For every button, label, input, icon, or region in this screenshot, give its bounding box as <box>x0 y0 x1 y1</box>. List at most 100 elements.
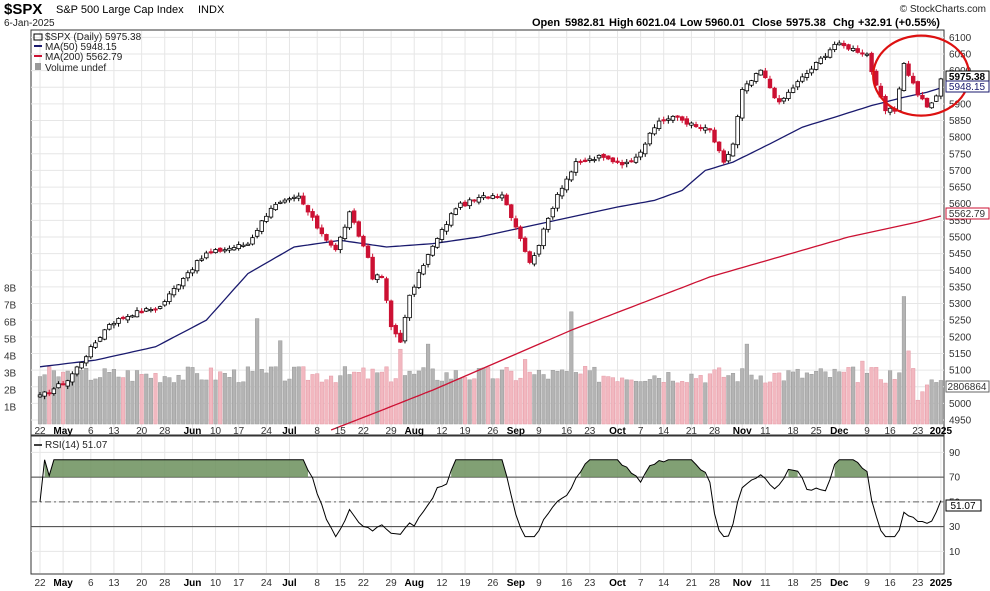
volume-bar <box>361 367 366 425</box>
x-tick-label: 16 <box>561 578 573 589</box>
volume-bar <box>292 366 297 425</box>
volume-bar <box>606 376 611 425</box>
volume-bar <box>555 371 560 425</box>
volume-bar <box>717 367 722 425</box>
chg-value: +32.91 (+0.55%) <box>858 17 940 29</box>
volume-bar <box>647 379 652 425</box>
candle-body <box>365 245 371 258</box>
candle-body <box>384 278 389 301</box>
candle-body <box>684 118 689 125</box>
candle-body <box>412 286 417 295</box>
volume-bar <box>472 378 477 425</box>
candle-body <box>698 127 703 130</box>
volume-bar <box>453 370 458 425</box>
candle-body <box>827 49 833 58</box>
volume-bar <box>818 368 823 425</box>
candle-body <box>333 244 338 251</box>
volume-bar <box>560 369 565 425</box>
volume-bar <box>144 373 149 425</box>
volume-bar <box>315 373 320 425</box>
rsi-overbought-fill <box>44 459 308 478</box>
volume-bar <box>689 373 694 425</box>
volume-bar <box>416 370 421 425</box>
candle-body <box>610 157 616 163</box>
x-tick-label: Jul <box>282 426 297 437</box>
x-tick-label: 24 <box>261 426 273 437</box>
volume-bar <box>758 375 763 425</box>
candle-body <box>435 238 440 248</box>
candle-body <box>88 346 94 358</box>
price-tick-label: 5750 <box>949 149 972 160</box>
candle-body <box>777 98 782 103</box>
x-tick-label: 28 <box>709 578 721 589</box>
volume-bar <box>338 375 343 425</box>
candle-body <box>120 316 126 319</box>
x-tick-label: 7 <box>638 426 644 437</box>
volume-bar <box>93 378 98 425</box>
candle-body <box>546 217 551 230</box>
price-tick-label: 5350 <box>949 282 972 293</box>
low-value: 5960.01 <box>705 17 745 29</box>
volume-bar <box>426 343 431 425</box>
volume-tick-label: 5B <box>4 335 17 346</box>
rsi-badge: 51.07 <box>945 499 982 512</box>
price-tick-label: 6100 <box>949 33 972 44</box>
x-tick-label: 13 <box>108 578 120 589</box>
candle-body <box>601 153 606 158</box>
volume-y-axis: 1B 2B 3B 4B 5B 6B 7B 8B <box>4 284 17 414</box>
volume-bar <box>809 374 814 425</box>
volume-bar <box>176 374 181 425</box>
x-tick-label: 2025 <box>930 578 953 589</box>
candle-body <box>47 392 52 395</box>
candle-body <box>245 243 251 246</box>
x-tick-label: Jun <box>184 578 202 589</box>
candle-body <box>518 226 523 239</box>
volume-bar <box>735 381 740 425</box>
volume-bar <box>407 370 412 425</box>
x-tick-label: 12 <box>436 426 448 437</box>
candle-body <box>573 161 579 173</box>
candle-body <box>347 211 352 229</box>
volume-bar <box>370 368 375 425</box>
volume-bar <box>924 384 930 425</box>
candle-body <box>846 44 851 50</box>
candle-body <box>809 68 814 74</box>
candle-body <box>522 237 528 252</box>
candle-body <box>296 195 301 199</box>
volume-bar <box>564 371 569 425</box>
candle-body <box>906 63 911 76</box>
candle-body <box>231 247 237 251</box>
price-tick-label: 4950 <box>949 416 972 427</box>
rsi-overbought-fill <box>580 459 636 478</box>
price-tick-label: 5150 <box>949 349 972 360</box>
candle-body <box>97 337 103 342</box>
candle-body <box>703 127 708 131</box>
candle-body <box>351 210 357 223</box>
volume-bar <box>643 380 648 425</box>
x-tick-label: Nov <box>733 426 752 437</box>
volume-bar <box>791 371 796 425</box>
price-tick-label: 5500 <box>949 232 972 243</box>
volume-bar <box>610 377 615 425</box>
volume-bar <box>869 367 874 425</box>
volume-bar <box>462 377 468 425</box>
volume-bar <box>264 372 269 425</box>
candle-body <box>485 196 491 199</box>
symbol-title: $SPX <box>4 1 42 18</box>
price-tick-label: 5650 <box>949 183 972 194</box>
volume-bar <box>148 377 153 425</box>
legend-candle-icon <box>33 33 43 41</box>
candle-body <box>860 52 865 55</box>
candle-body <box>689 122 694 126</box>
volume-bar <box>596 381 602 425</box>
x-tick-label: 22 <box>358 578 370 589</box>
candle-body <box>550 207 556 218</box>
volume-bar <box>638 381 643 425</box>
volume-bar <box>851 366 856 425</box>
candle-body <box>786 91 791 100</box>
candle-body <box>111 322 117 326</box>
price-tick-label: 5300 <box>949 299 972 310</box>
volume-bar <box>486 366 491 425</box>
volume-badge-text: 2806864 <box>948 382 987 393</box>
